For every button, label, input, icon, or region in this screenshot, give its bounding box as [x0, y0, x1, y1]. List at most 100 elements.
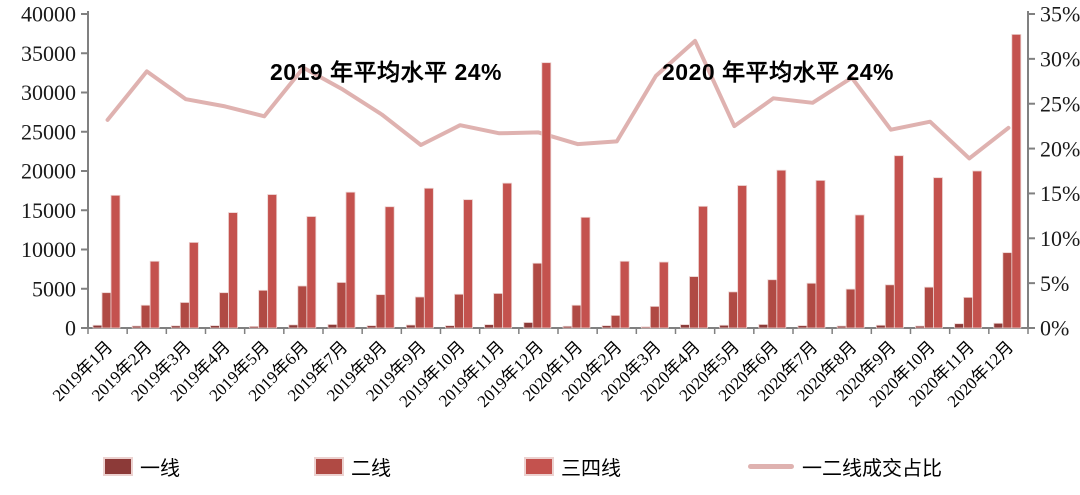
left-axis-tick-label: 0: [65, 316, 76, 341]
right-axis-tick-label: 20%: [1040, 136, 1080, 161]
bar-一线-2020年12月: [993, 322, 1004, 329]
bar-一线-2020年6月: [758, 324, 769, 329]
tier2-swatch-icon: [314, 457, 344, 476]
bar-二线-2019年4月: [219, 292, 229, 329]
ratio-line: [105, 38, 1011, 161]
bar-三四线-2019年2月: [149, 260, 160, 329]
bar-三四线-2020年6月: [776, 169, 787, 329]
legend-label-tier2: 二线: [351, 458, 391, 480]
annotation-2020-average: 2020 年平均水平 24%: [662, 59, 894, 85]
legend-item-tier2: 二线: [314, 452, 391, 481]
bar-三四线-2019年8月: [384, 206, 395, 329]
bar-二线-2019年3月: [179, 302, 190, 329]
bar-一线-2020年2月: [601, 325, 612, 329]
bar-三四线-2020年3月: [658, 261, 669, 329]
bar-一线-2019年11月: [484, 324, 495, 329]
legend-label-tier34: 三四线: [561, 458, 621, 480]
tier1-swatch-icon: [103, 457, 133, 476]
bar-三四线-2020年8月: [854, 214, 865, 329]
tier34-swatch-icon: [524, 457, 554, 476]
bar-二线-2019年9月: [414, 296, 425, 329]
bar-二线-2019年12月: [532, 262, 543, 329]
bar-二线-2019年10月: [454, 293, 464, 329]
bar-一线-2019年10月: [445, 325, 455, 329]
left-axis-tick-label: 35000: [21, 41, 76, 66]
right-axis-tick-label: 15%: [1040, 181, 1080, 206]
bar-二线-2020年5月: [728, 291, 739, 329]
bar-二线-2020年4月: [689, 276, 699, 329]
bar-三四线-2019年6月: [306, 216, 317, 329]
bar-三四线-2020年2月: [619, 260, 630, 329]
bar-三四线-2019年4月: [228, 212, 238, 329]
bar-一线-2019年8月: [366, 325, 377, 329]
right-axis-tick-label: 25%: [1040, 91, 1080, 116]
legend-label-ratio: 一二线成交占比: [802, 458, 942, 480]
annotation-2019-average: 2019 年平均水平 24%: [270, 59, 502, 85]
bar-二线-2020年10月: [924, 286, 934, 329]
bar-一线-2020年1月: [562, 325, 573, 329]
bar-三四线-2020年9月: [893, 155, 904, 329]
right-axis-tick-label: 5%: [1040, 271, 1069, 296]
bar-一线-2020年7月: [797, 325, 808, 329]
legend-label-tier1: 一线: [140, 458, 180, 480]
bar-一线-2019年2月: [131, 325, 142, 329]
bar-一线-2020年3月: [640, 326, 651, 329]
right-axis-tick-label: 10%: [1040, 226, 1080, 251]
bar-三四线-2020年11月: [972, 170, 983, 329]
bar-二线-2020年3月: [649, 306, 660, 329]
left-axis-tick-label: 25000: [21, 119, 76, 144]
bar-一线-2019年9月: [405, 324, 416, 329]
bar-一线-2020年5月: [719, 324, 730, 329]
bar-二线-2019年7月: [336, 282, 347, 329]
legend-item-tier1: 一线: [103, 452, 180, 481]
bar-二线-2019年6月: [297, 285, 308, 329]
bar-一线-2019年7月: [327, 324, 338, 329]
left-axis-tick-label: 30000: [21, 80, 76, 105]
bar-三四线-2019年10月: [463, 199, 473, 329]
bar-一线-2019年1月: [92, 324, 103, 329]
bar-二线-2020年12月: [1002, 252, 1013, 329]
bar-一线-2019年6月: [288, 324, 299, 329]
left-axis-tick-label: 5000: [32, 276, 76, 301]
bar-一线-2020年10月: [915, 325, 925, 329]
bar-一线-2019年12月: [523, 322, 534, 329]
bar-二线-2020年11月: [963, 296, 974, 329]
bar-三四线-2020年12月: [1011, 34, 1022, 329]
left-axis-tick-label: 10000: [21, 237, 76, 262]
bar-一线-2020年8月: [836, 325, 847, 329]
bar-一线-2019年4月: [210, 325, 220, 329]
bar-一线-2020年11月: [954, 323, 965, 329]
bar-二线-2020年1月: [571, 304, 582, 329]
bar-三四线-2019年12月: [541, 62, 552, 329]
bar-二线-2020年6月: [767, 279, 778, 329]
right-axis-tick-label: 0%: [1040, 316, 1069, 341]
bar-二线-2019年8月: [375, 294, 386, 329]
bar-二线-2019年11月: [493, 293, 504, 329]
bar-三四线-2020年10月: [933, 177, 943, 329]
bar-二线-2020年7月: [806, 282, 817, 329]
bar-一线-2020年4月: [680, 324, 690, 329]
bar-二线-2020年8月: [845, 288, 856, 329]
legend-item-tier34: 三四线: [524, 452, 621, 481]
bar-三四线-2020年1月: [580, 216, 591, 329]
legend-item-ratio-line: 一二线成交占比: [748, 452, 942, 481]
bar-三四线-2019年3月: [188, 242, 199, 329]
bar-一线-2019年5月: [249, 326, 260, 329]
bar-二线-2019年1月: [101, 292, 112, 329]
left-axis-tick-label: 40000: [21, 2, 76, 27]
bar-二线-2019年5月: [258, 289, 269, 329]
bar-三四线-2019年9月: [423, 187, 434, 329]
bar-三四线-2019年11月: [502, 182, 513, 329]
left-axis-tick-label: 15000: [21, 198, 76, 223]
bar-三四线-2019年1月: [110, 194, 121, 329]
right-axis-tick-label: 35%: [1040, 2, 1080, 27]
bar-三四线-2020年7月: [815, 180, 826, 329]
bar-一线-2020年9月: [875, 324, 886, 329]
bar-三四线-2020年4月: [698, 205, 708, 329]
bar-二线-2019年2月: [140, 304, 151, 329]
bar-三四线-2020年5月: [737, 185, 748, 329]
bar-二线-2020年9月: [884, 284, 895, 329]
bar-一线-2019年3月: [170, 325, 181, 329]
